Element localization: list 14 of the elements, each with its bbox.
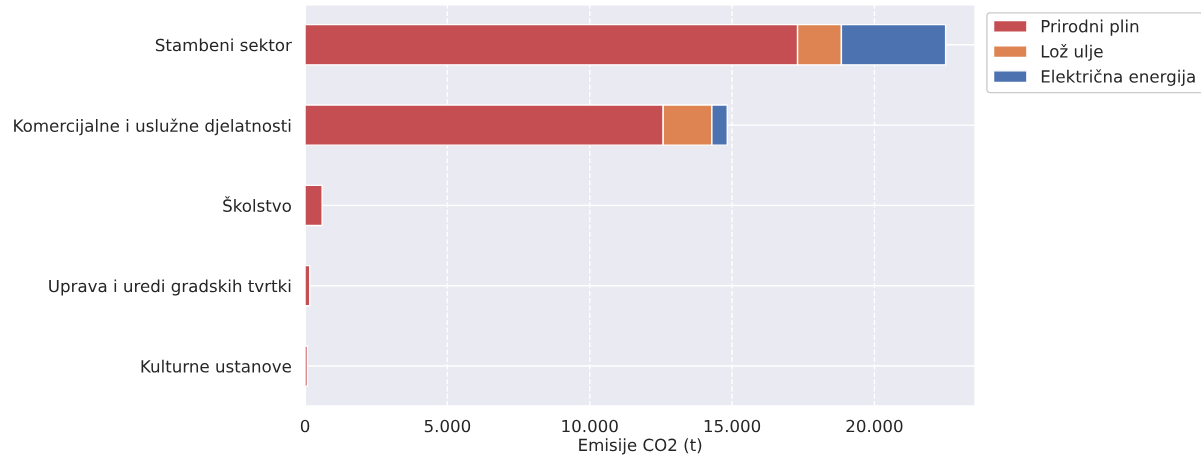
- y-tick-label: Uprava i uredi gradskih tvrtki: [49, 279, 291, 296]
- y-tick-label: Kulturne ustanove: [141, 359, 291, 373]
- y-tick-label: Stambeni sektor: [155, 38, 292, 52]
- y-tick-label: Komercijalne i uslužne djelatnosti: [14, 118, 291, 136]
- legend-label: Prirodni plin: [1041, 19, 1139, 36]
- legend-label: Električna energija: [1041, 69, 1195, 86]
- x-axis-title: Emisije CO2 (t): [579, 438, 702, 455]
- x-tick-label: 10.000: [562, 419, 618, 433]
- x-tick-label: 15.000: [704, 419, 761, 433]
- x-tick-label: 20.000: [846, 419, 903, 433]
- y-tick-label: Školstvo: [223, 196, 291, 212]
- legend-label: Lož ulje: [1041, 44, 1103, 61]
- x-tick-label: 5.000: [424, 419, 471, 433]
- x-tick-label: 0: [300, 419, 310, 433]
